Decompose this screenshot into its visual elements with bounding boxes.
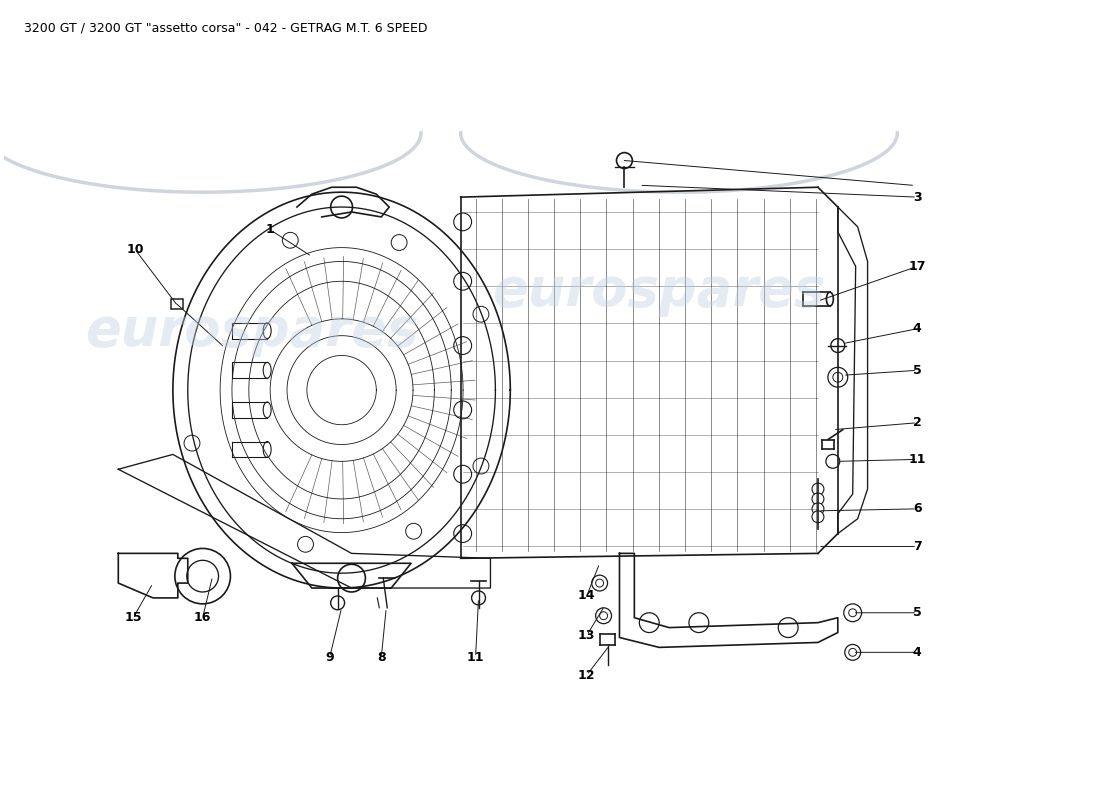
Circle shape <box>187 560 219 592</box>
Text: 9: 9 <box>326 650 334 664</box>
Circle shape <box>849 648 857 656</box>
Circle shape <box>830 338 845 353</box>
Text: 10: 10 <box>126 243 144 256</box>
Text: 5: 5 <box>913 606 922 619</box>
Text: 5: 5 <box>913 364 922 377</box>
Text: 4: 4 <box>913 646 922 659</box>
Text: 7: 7 <box>913 540 922 553</box>
Text: 13: 13 <box>578 629 595 642</box>
Circle shape <box>592 575 607 591</box>
Text: 12: 12 <box>578 669 595 682</box>
Bar <box>170 299 183 309</box>
Circle shape <box>812 511 824 522</box>
Text: 6: 6 <box>913 502 922 515</box>
Circle shape <box>826 454 839 468</box>
Text: 1: 1 <box>266 223 275 236</box>
Circle shape <box>812 503 824 514</box>
Text: 3: 3 <box>913 190 922 204</box>
Text: 17: 17 <box>909 260 926 273</box>
Text: eurospares: eurospares <box>86 305 419 357</box>
Circle shape <box>833 372 843 382</box>
Text: 15: 15 <box>124 611 142 624</box>
Text: eurospares: eurospares <box>493 265 826 317</box>
Circle shape <box>616 153 632 169</box>
Circle shape <box>331 596 344 610</box>
Circle shape <box>844 604 861 622</box>
Circle shape <box>639 613 659 633</box>
Circle shape <box>845 645 860 660</box>
Circle shape <box>812 493 824 505</box>
Circle shape <box>849 609 857 617</box>
Circle shape <box>596 608 612 624</box>
Text: 14: 14 <box>578 590 595 602</box>
Text: 11: 11 <box>466 650 484 664</box>
Text: 4: 4 <box>913 322 922 335</box>
Circle shape <box>175 549 230 604</box>
Text: 8: 8 <box>377 650 386 664</box>
Ellipse shape <box>826 292 834 306</box>
Text: 3200 GT / 3200 GT "assetto corsa" - 042 - GETRAG M.T. 6 SPEED: 3200 GT / 3200 GT "assetto corsa" - 042 … <box>24 22 428 35</box>
Circle shape <box>600 612 607 620</box>
Circle shape <box>779 618 799 638</box>
Text: 11: 11 <box>909 453 926 466</box>
Circle shape <box>828 367 848 387</box>
Text: 16: 16 <box>194 611 211 624</box>
Circle shape <box>596 579 604 587</box>
Circle shape <box>689 613 708 633</box>
Circle shape <box>472 591 485 605</box>
Text: 2: 2 <box>913 416 922 430</box>
Circle shape <box>812 483 824 495</box>
